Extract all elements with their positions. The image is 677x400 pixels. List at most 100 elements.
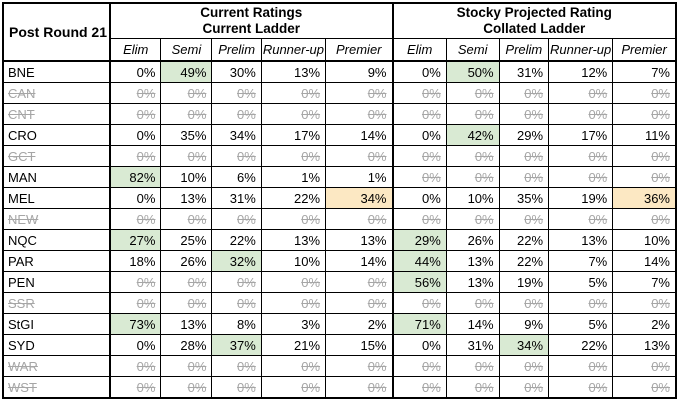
cell-BNE-current-premier[interactable]: 9%: [325, 60, 393, 83]
cell-WST-projected-prelim[interactable]: 0%: [498, 376, 550, 399]
cell-SSR-current-runnerup[interactable]: 0%: [260, 292, 327, 314]
cell-CNT-current-elim[interactable]: 0%: [109, 103, 162, 125]
cell-StGI-current-runnerup[interactable]: 3%: [260, 313, 327, 335]
cell-MAN-projected-premier[interactable]: 0%: [612, 166, 677, 188]
cell-CAN-projected-prelim[interactable]: 0%: [498, 82, 550, 104]
team-cell-PAR[interactable]: PAR: [2, 250, 111, 272]
cell-CRO-projected-semi[interactable]: 42%: [445, 124, 500, 146]
cell-WAR-current-prelim[interactable]: 0%: [211, 355, 262, 377]
cell-GCT-projected-elim[interactable]: 0%: [391, 145, 447, 167]
cell-StGI-current-prelim[interactable]: 8%: [211, 313, 262, 335]
cell-CNT-current-semi[interactable]: 0%: [160, 103, 213, 125]
cell-NQC-projected-runnerup[interactable]: 13%: [548, 229, 614, 251]
cell-GCT-current-semi[interactable]: 0%: [160, 145, 213, 167]
cell-StGI-projected-elim[interactable]: 71%: [391, 313, 447, 335]
team-cell-NQC[interactable]: NQC: [2, 229, 111, 251]
cell-PEN-projected-semi[interactable]: 13%: [445, 271, 500, 293]
cell-BNE-projected-premier[interactable]: 7%: [612, 60, 677, 83]
cell-PEN-projected-premier[interactable]: 7%: [612, 271, 677, 293]
cell-CRO-projected-prelim[interactable]: 29%: [498, 124, 550, 146]
cell-SSR-projected-prelim[interactable]: 0%: [498, 292, 550, 314]
team-cell-GCT[interactable]: GCT: [2, 145, 111, 167]
cell-NQC-current-runnerup[interactable]: 13%: [260, 229, 327, 251]
team-cell-StGI[interactable]: StGI: [2, 313, 111, 335]
cell-WST-current-elim[interactable]: 0%: [109, 376, 162, 399]
cell-SYD-current-premier[interactable]: 15%: [325, 334, 393, 356]
cell-NQC-current-prelim[interactable]: 22%: [211, 229, 262, 251]
cell-MEL-current-prelim[interactable]: 31%: [211, 187, 262, 209]
cell-SYD-projected-semi[interactable]: 31%: [445, 334, 500, 356]
cell-SSR-projected-runnerup[interactable]: 0%: [548, 292, 614, 314]
cell-WST-projected-runnerup[interactable]: 0%: [548, 376, 614, 399]
cell-SYD-projected-prelim[interactable]: 34%: [498, 334, 550, 356]
cell-MEL-projected-runnerup[interactable]: 19%: [548, 187, 614, 209]
cell-MAN-current-premier[interactable]: 1%: [325, 166, 393, 188]
cell-CNT-projected-elim[interactable]: 0%: [391, 103, 447, 125]
cell-CAN-projected-premier[interactable]: 0%: [612, 82, 677, 104]
subheader-projected-prelim[interactable]: Prelim: [498, 38, 550, 62]
cell-MAN-projected-prelim[interactable]: 0%: [498, 166, 550, 188]
cell-WAR-current-semi[interactable]: 0%: [160, 355, 213, 377]
cell-SSR-current-semi[interactable]: 0%: [160, 292, 213, 314]
team-cell-BNE[interactable]: BNE: [2, 60, 111, 83]
cell-WST-projected-premier[interactable]: 0%: [612, 376, 677, 399]
cell-WAR-projected-semi[interactable]: 0%: [445, 355, 500, 377]
cell-PEN-current-premier[interactable]: 0%: [325, 271, 393, 293]
cell-StGI-current-semi[interactable]: 13%: [160, 313, 213, 335]
cell-BNE-projected-elim[interactable]: 0%: [391, 60, 447, 83]
subheader-projected-semi[interactable]: Semi: [445, 38, 500, 62]
cell-MAN-projected-semi[interactable]: 0%: [445, 166, 500, 188]
cell-CNT-projected-prelim[interactable]: 0%: [498, 103, 550, 125]
cell-GCT-current-prelim[interactable]: 0%: [211, 145, 262, 167]
team-cell-MAN[interactable]: MAN: [2, 166, 111, 188]
cell-NEW-current-premier[interactable]: 0%: [325, 208, 393, 230]
cell-GCT-projected-runnerup[interactable]: 0%: [548, 145, 614, 167]
cell-CAN-current-semi[interactable]: 0%: [160, 82, 213, 104]
cell-MEL-projected-premier[interactable]: 36%: [612, 187, 677, 209]
cell-PAR-current-runnerup[interactable]: 10%: [260, 250, 327, 272]
cell-NEW-projected-elim[interactable]: 0%: [391, 208, 447, 230]
cell-SYD-current-elim[interactable]: 0%: [109, 334, 162, 356]
team-cell-CNT[interactable]: CNT: [2, 103, 111, 125]
subheader-projected-runnerup[interactable]: Runner-up: [548, 38, 614, 62]
cell-SYD-current-runnerup[interactable]: 21%: [260, 334, 327, 356]
cell-PAR-projected-semi[interactable]: 13%: [445, 250, 500, 272]
cell-SSR-projected-premier[interactable]: 0%: [612, 292, 677, 314]
subheader-current-elim[interactable]: Elim: [109, 38, 162, 62]
cell-WST-current-semi[interactable]: 0%: [160, 376, 213, 399]
cell-PEN-current-semi[interactable]: 0%: [160, 271, 213, 293]
cell-NEW-projected-prelim[interactable]: 0%: [498, 208, 550, 230]
cell-GCT-projected-prelim[interactable]: 0%: [498, 145, 550, 167]
cell-WAR-current-premier[interactable]: 0%: [325, 355, 393, 377]
cell-CRO-current-premier[interactable]: 14%: [325, 124, 393, 146]
cell-NEW-current-prelim[interactable]: 0%: [211, 208, 262, 230]
cell-WAR-current-runnerup[interactable]: 0%: [260, 355, 327, 377]
cell-WST-current-runnerup[interactable]: 0%: [260, 376, 327, 399]
cell-BNE-current-elim[interactable]: 0%: [109, 60, 162, 83]
cell-CRO-projected-premier[interactable]: 11%: [612, 124, 677, 146]
cell-BNE-current-runnerup[interactable]: 13%: [260, 60, 327, 83]
cell-CAN-projected-semi[interactable]: 0%: [445, 82, 500, 104]
cell-CRO-current-runnerup[interactable]: 17%: [260, 124, 327, 146]
cell-GCT-projected-premier[interactable]: 0%: [612, 145, 677, 167]
cell-SSR-current-prelim[interactable]: 0%: [211, 292, 262, 314]
cell-SYD-current-semi[interactable]: 28%: [160, 334, 213, 356]
cell-SSR-projected-elim[interactable]: 0%: [391, 292, 447, 314]
cell-NQC-current-elim[interactable]: 27%: [109, 229, 162, 251]
cell-WAR-projected-runnerup[interactable]: 0%: [548, 355, 614, 377]
team-cell-SSR[interactable]: SSR: [2, 292, 111, 314]
cell-SYD-projected-runnerup[interactable]: 22%: [548, 334, 614, 356]
team-cell-CAN[interactable]: CAN: [2, 82, 111, 104]
cell-StGI-projected-runnerup[interactable]: 5%: [548, 313, 614, 335]
cell-PEN-projected-prelim[interactable]: 19%: [498, 271, 550, 293]
cell-SSR-projected-semi[interactable]: 0%: [445, 292, 500, 314]
cell-WAR-current-elim[interactable]: 0%: [109, 355, 162, 377]
cell-MEL-projected-elim[interactable]: 0%: [391, 187, 447, 209]
cell-SSR-current-elim[interactable]: 0%: [109, 292, 162, 314]
group-header-current[interactable]: Current Ratings Current Ladder: [109, 2, 394, 39]
cell-CNT-current-runnerup[interactable]: 0%: [260, 103, 327, 125]
cell-WAR-projected-elim[interactable]: 0%: [391, 355, 447, 377]
cell-MEL-current-runnerup[interactable]: 22%: [260, 187, 327, 209]
cell-CRO-projected-runnerup[interactable]: 17%: [548, 124, 614, 146]
cell-NQC-projected-premier[interactable]: 10%: [612, 229, 677, 251]
